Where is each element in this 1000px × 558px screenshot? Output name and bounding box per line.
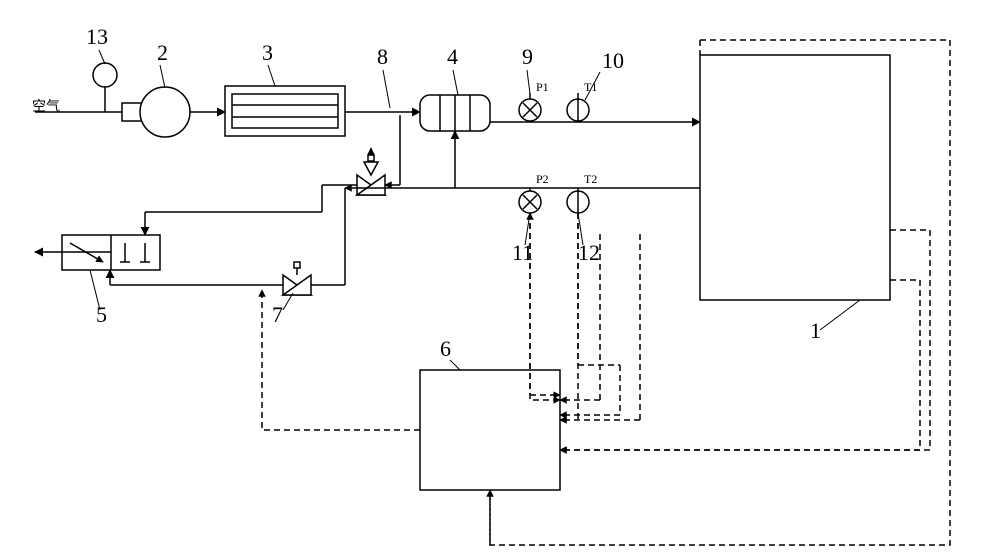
label-8: 8 — [377, 44, 388, 70]
label-air: 空气 — [32, 96, 60, 116]
label-9: 9 — [522, 44, 533, 70]
controller-6 — [420, 370, 560, 490]
leader-9 — [527, 70, 530, 94]
flowmeter-13 — [93, 63, 117, 112]
heater-3 — [225, 86, 345, 136]
prop-valve-5 — [62, 235, 160, 270]
humidifier-4 — [420, 95, 490, 131]
leader-2 — [160, 65, 165, 88]
label-4: 4 — [447, 44, 458, 70]
stack-1 — [700, 55, 890, 300]
label-t1: T1 — [584, 80, 597, 95]
label-3: 3 — [262, 40, 273, 66]
leader-6 — [450, 360, 460, 370]
p2-sensor-11 — [519, 188, 541, 213]
label-5: 5 — [96, 302, 107, 328]
leader-3 — [268, 65, 275, 86]
valve-7 — [283, 262, 311, 295]
label-12: 12 — [578, 240, 600, 266]
leader-13 — [99, 50, 105, 64]
label-1: 1 — [810, 318, 821, 344]
leader-8 — [383, 70, 390, 108]
label-2: 2 — [157, 40, 168, 66]
label-p2: P2 — [536, 172, 549, 187]
leader-4 — [453, 70, 458, 95]
label-7: 7 — [272, 302, 283, 328]
blower-2 — [122, 87, 190, 137]
label-11: 11 — [512, 240, 533, 266]
p1-sensor-9 — [519, 93, 541, 121]
label-13: 13 — [86, 24, 108, 50]
label-p1: P1 — [536, 80, 549, 95]
label-10: 10 — [602, 48, 624, 74]
label-6: 6 — [440, 336, 451, 362]
t1-sensor-10 — [567, 93, 589, 121]
leader-1 — [820, 300, 860, 330]
label-t2: T2 — [584, 172, 597, 187]
t2-sensor-12 — [567, 188, 589, 213]
valve-8 — [357, 155, 385, 195]
